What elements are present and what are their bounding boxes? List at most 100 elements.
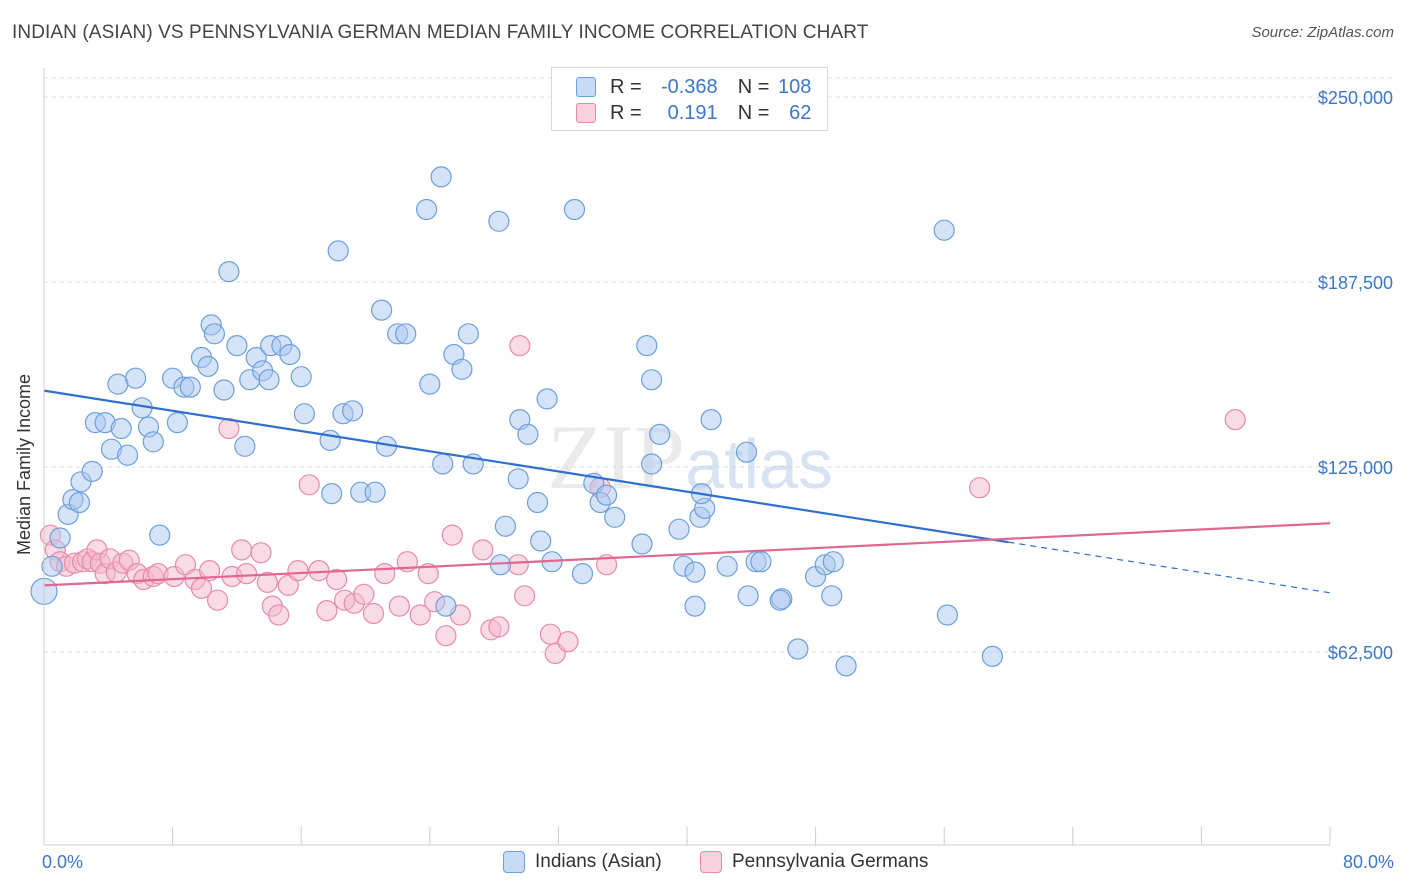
- data-point: [250, 542, 272, 564]
- data-point: [149, 524, 171, 546]
- data-point: [235, 562, 258, 585]
- data-point: [277, 574, 299, 597]
- legend-swatch-pink: [576, 103, 596, 123]
- trend-lines: [43, 389, 1331, 594]
- axis-layer: $62,500 $125,000 $187,500 $250,000: [43, 68, 1393, 846]
- legend-swatch-blue: [503, 851, 525, 873]
- data-point: [441, 524, 463, 546]
- data-point: [321, 483, 343, 505]
- n-value: 108: [778, 75, 812, 98]
- data-point: [268, 604, 290, 626]
- y-tick-label: $250,000: [1318, 88, 1393, 108]
- data-point: [649, 423, 671, 445]
- data-point: [457, 323, 479, 345]
- r-label: R =: [610, 75, 642, 98]
- y-tick-label: $62,500: [1328, 643, 1393, 663]
- chart-title: INDIAN (ASIAN) VS PENNSYLVANIA GERMAN ME…: [12, 22, 869, 43]
- x-tick-label-min: 0.0%: [42, 852, 84, 872]
- data-point: [835, 655, 857, 677]
- data-point: [640, 369, 663, 391]
- data-point: [488, 210, 510, 232]
- data-point: [256, 571, 278, 594]
- data-point: [684, 595, 706, 617]
- data-point: [507, 468, 529, 490]
- correlation-legend: R = -0.368 N = 108 R = 0.191 N = 62: [551, 67, 828, 131]
- data-point: [388, 595, 410, 617]
- data-point: [640, 453, 663, 475]
- data-point: [451, 358, 473, 380]
- data-point: [435, 625, 457, 647]
- n-label: N =: [737, 101, 770, 124]
- data-point: [517, 423, 539, 445]
- data-point: [416, 198, 438, 221]
- legend-item-pennsylvania[interactable]: Pennsylvania Germans: [700, 851, 928, 873]
- data-point: [142, 431, 164, 453]
- data-point: [1224, 409, 1246, 431]
- data-point: [308, 559, 330, 582]
- data-point: [936, 604, 959, 626]
- legend-swatch-pink: [700, 851, 722, 873]
- data-point: [293, 403, 315, 425]
- data-point: [595, 484, 618, 506]
- data-point: [968, 477, 991, 499]
- data-point: [231, 539, 253, 561]
- data-point: [595, 554, 618, 576]
- r-value: -0.368: [660, 75, 718, 98]
- data-point: [203, 323, 225, 345]
- legend-swatch-blue: [576, 77, 596, 97]
- data-point: [530, 530, 552, 552]
- data-point: [604, 506, 626, 528]
- data-point: [218, 417, 240, 440]
- data-point: [326, 568, 348, 591]
- data-point: [472, 539, 494, 561]
- data-point: [234, 435, 256, 457]
- series-indians-asian: [30, 101, 1004, 677]
- data-point: [179, 376, 201, 398]
- data-point: [419, 373, 441, 395]
- data-point: [631, 533, 653, 555]
- data-point: [279, 343, 301, 366]
- data-point: [371, 299, 393, 321]
- data-point: [821, 585, 843, 607]
- data-point: [213, 379, 235, 401]
- data-point: [735, 441, 758, 463]
- legend-item-indians[interactable]: Indians (Asian): [503, 851, 662, 873]
- data-point: [81, 460, 103, 482]
- data-point: [374, 562, 396, 585]
- data-point: [207, 589, 229, 611]
- data-point: [110, 417, 132, 440]
- n-label: N =: [737, 75, 770, 98]
- data-point: [290, 366, 312, 388]
- r-label: R =: [610, 101, 642, 124]
- data-point: [430, 166, 452, 188]
- trend-line-indians: [43, 389, 1009, 544]
- data-point: [981, 645, 1004, 668]
- data-point: [364, 481, 386, 503]
- data-point: [769, 589, 791, 611]
- legend-label: Indians (Asian): [535, 851, 662, 872]
- data-point: [174, 554, 197, 576]
- data-point: [49, 527, 71, 549]
- data-point: [197, 355, 219, 377]
- data-point: [536, 388, 558, 410]
- legend-row-indians: R = -0.368 N = 108: [576, 74, 811, 100]
- trend-line-pennsylvania: [43, 522, 1331, 587]
- chart-source: Source: ZipAtlas.com: [1251, 24, 1394, 41]
- data-point: [700, 409, 722, 431]
- data-point: [684, 561, 706, 583]
- data-point: [716, 555, 738, 577]
- data-point: [316, 599, 338, 622]
- data-point: [362, 602, 385, 625]
- data-point: [737, 585, 759, 607]
- data-point: [395, 323, 417, 345]
- data-point: [353, 583, 375, 605]
- data-point: [571, 562, 594, 585]
- data-point: [513, 585, 536, 607]
- series-legend: Indians (Asian) Pennsylvania Germans: [0, 851, 1406, 879]
- data-point: [509, 335, 531, 357]
- data-point: [822, 551, 844, 573]
- y-tick-label: $187,500: [1318, 273, 1393, 293]
- data-point: [435, 595, 457, 617]
- data-point: [526, 491, 549, 514]
